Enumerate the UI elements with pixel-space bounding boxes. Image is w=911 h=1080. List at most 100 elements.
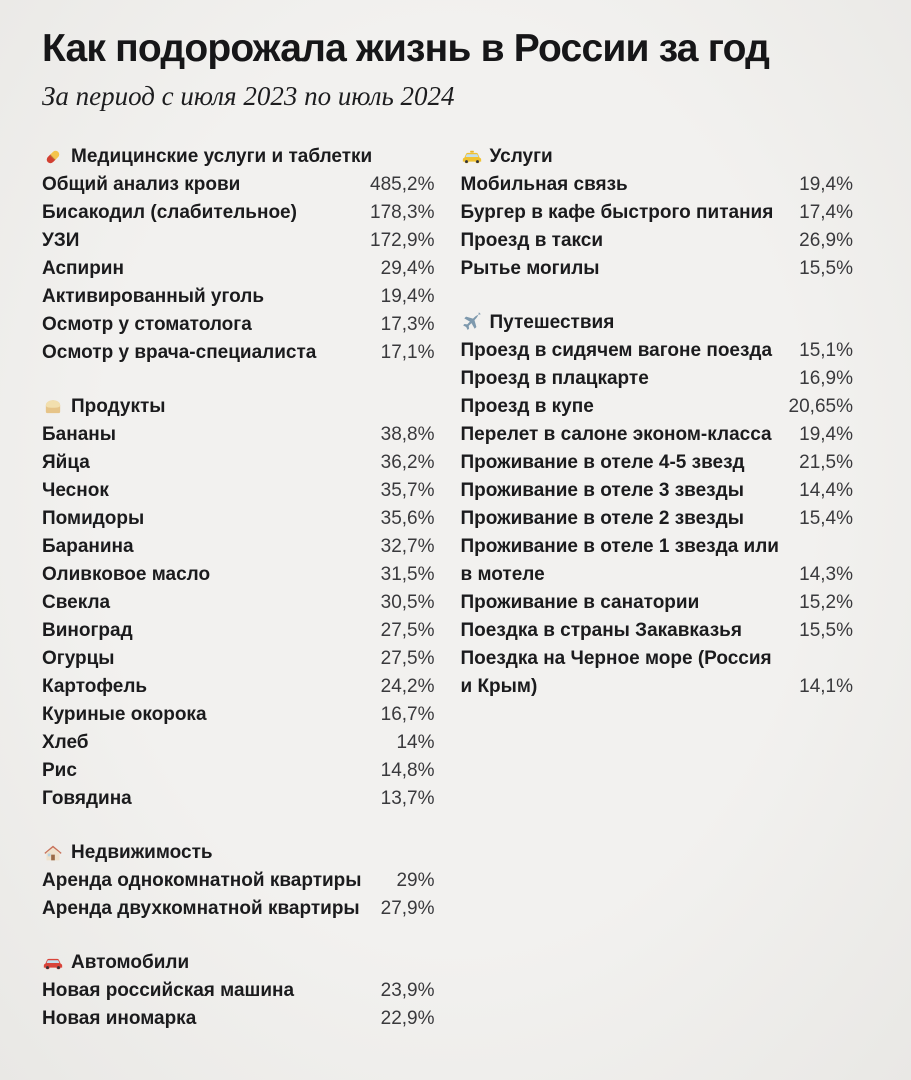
item-value: 22,9% <box>380 1008 435 1030</box>
content-columns: Медицинские услуги и таблетки Общий анали… <box>42 143 853 1059</box>
category-header: Медицинские услуги и таблетки <box>42 143 435 171</box>
item-value: 29,4% <box>380 258 435 280</box>
item-label: Аспирин <box>42 258 124 280</box>
category-section: Путешествия Проезд в сидячем вагоне поезд… <box>461 309 854 701</box>
item-label: Бургер в кафе быстрого питания <box>460 202 774 224</box>
item-value: 29% <box>396 870 435 892</box>
list-item: Поездка в страны Закавказья 15,5% <box>461 617 854 645</box>
item-value: 15,1% <box>799 340 853 362</box>
list-item: Перелет в салоне эконом-класса 19,4% <box>461 421 854 449</box>
item-value: 24,2% <box>380 676 435 698</box>
item-label: Новая российская машина <box>42 980 295 1002</box>
item-value: 485,2% <box>370 174 435 196</box>
list-item: Оливковое масло 31,5% <box>42 561 435 589</box>
item-label: УЗИ <box>42 230 80 252</box>
item-value: 16,9% <box>799 368 853 390</box>
list-item: Аренда однокомнатной квартиры 29% <box>42 867 435 895</box>
list-item: Осмотр у врача-специалиста 17,1% <box>42 339 435 367</box>
item-label: Новая иномарка <box>42 1008 197 1030</box>
list-item: Чеснок 35,7% <box>42 477 435 505</box>
item-label: Осмотр у стоматолога <box>42 314 252 336</box>
item-value: 27,5% <box>380 648 435 670</box>
list-item: Проживание в отеле 2 звезды 15,4% <box>461 505 854 533</box>
list-item: Бисакодил (слабительное) 178,3% <box>42 199 435 227</box>
list-item: Бургер в кафе быстрого питания 17,4% <box>461 199 854 227</box>
category-label: Автомобили <box>71 952 190 974</box>
list-item: Поездка на Черное море (Россия и Крым) 14… <box>461 645 854 701</box>
category-label: Продукты <box>71 396 166 418</box>
item-label: Куриные окорока <box>42 704 207 726</box>
item-value: 14% <box>396 732 435 754</box>
category-header: Автомобили <box>42 949 435 977</box>
item-value: 16,7% <box>380 704 435 726</box>
category-header: Услуги <box>461 143 854 171</box>
item-value: 27,9% <box>380 898 435 920</box>
list-item: Хлеб 14% <box>42 729 435 757</box>
list-item: Свекла 30,5% <box>42 589 435 617</box>
list-item: Новая российская машина 23,9% <box>42 977 435 1005</box>
list-item: Проживание в отеле 3 звезды 14,4% <box>461 477 854 505</box>
airplane-icon <box>461 312 483 334</box>
list-item: УЗИ 172,9% <box>42 227 435 255</box>
list-item: Проживание в отеле 1 звезда или в мотеле… <box>461 533 854 589</box>
item-value: 17,4% <box>799 202 853 224</box>
list-item: Осмотр у стоматолога 17,3% <box>42 311 435 339</box>
house-icon <box>42 842 64 864</box>
item-label: Мобильная связь <box>460 174 628 196</box>
item-value: 21,5% <box>799 452 853 474</box>
list-item: Новая иномарка 22,9% <box>42 1005 435 1033</box>
page-title: Как подорожала жизнь в России за год <box>42 27 770 70</box>
bread-icon <box>42 396 64 418</box>
item-label: Бисакодил (слабительное) <box>42 202 297 224</box>
item-value: 32,7% <box>380 536 435 558</box>
item-value: 35,7% <box>380 480 435 502</box>
item-label: Проживание в отеле 2 звезды <box>460 508 744 530</box>
item-value: 19,4% <box>799 424 853 446</box>
list-item: Проезд в купе 20,65% <box>461 393 854 421</box>
category-header: Продукты <box>42 393 435 421</box>
category-label: Недвижимость <box>71 842 213 864</box>
item-value: 23,9% <box>380 980 435 1002</box>
item-value: 15,4% <box>799 508 853 530</box>
item-value: 14,3% <box>799 564 853 586</box>
item-value: 35,6% <box>380 508 435 530</box>
list-item: Огурцы 27,5% <box>42 645 435 673</box>
item-label: Проезд в такси <box>460 230 604 252</box>
list-item: Проезд в такси 26,9% <box>461 227 854 255</box>
item-label: Поездка в страны Закавказья <box>460 620 742 642</box>
list-item: Помидоры 35,6% <box>42 505 435 533</box>
pill-icon <box>42 146 64 168</box>
item-label: Картофель <box>42 676 148 698</box>
taxi-icon <box>461 146 483 168</box>
item-label: Осмотр у врача-специалиста <box>42 342 317 364</box>
list-item: Рытье могилы 15,5% <box>461 255 854 283</box>
item-value: 38,8% <box>380 424 435 446</box>
list-item: Бананы 38,8% <box>42 421 435 449</box>
item-value: 27,5% <box>380 620 435 642</box>
list-item: Активированный уголь 19,4% <box>42 283 435 311</box>
list-item: Виноград 27,5% <box>42 617 435 645</box>
item-label: Помидоры <box>42 508 145 530</box>
category-section: Продукты Бананы 38,8% Яйца 36,2% Чеснок 35,7% П… <box>42 393 435 813</box>
item-label: Огурцы <box>42 648 115 670</box>
item-label: Проживание в отеле 1 звезда или в мотеле <box>460 536 779 586</box>
item-value: 14,1% <box>799 676 853 698</box>
item-label: Баранина <box>42 536 134 558</box>
item-value: 26,9% <box>799 230 853 252</box>
item-value: 30,5% <box>380 592 435 614</box>
item-label: Рис <box>42 760 77 782</box>
item-label: Хлеб <box>42 732 89 754</box>
item-label: Аренда двухкомнатной квартиры <box>42 898 360 920</box>
item-value: 19,4% <box>380 286 435 308</box>
item-label: Аренда однокомнатной квартиры <box>42 870 362 892</box>
item-label: Проезд в плацкарте <box>460 368 649 390</box>
list-item: Проезд в плацкарте 16,9% <box>461 365 854 393</box>
item-label: Перелет в салоне эконом-класса <box>460 424 772 446</box>
car-icon <box>42 952 64 974</box>
item-label: Активированный уголь <box>42 286 265 308</box>
list-item: Говядина 13,7% <box>42 785 435 813</box>
item-value: 36,2% <box>380 452 435 474</box>
category-label: Путешествия <box>489 312 615 334</box>
column-left: Медицинские услуги и таблетки Общий анали… <box>42 143 435 1059</box>
item-label: Проживание в отеле 4-5 звезд <box>460 452 745 474</box>
